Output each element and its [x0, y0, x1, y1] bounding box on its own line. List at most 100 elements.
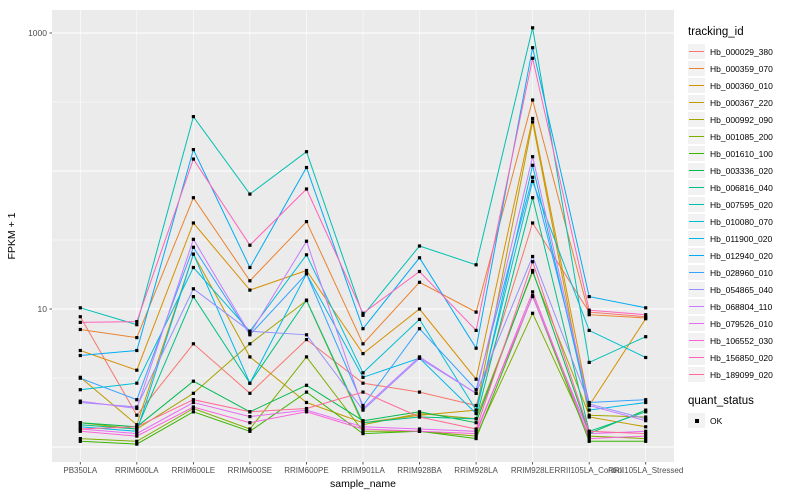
legend-line-icon	[689, 356, 704, 359]
legend-item-label: Hb_028960_010	[710, 267, 773, 278]
data-point	[474, 391, 478, 395]
data-point	[587, 328, 591, 332]
legend-item: Hb_011900_020	[688, 230, 800, 247]
data-point	[587, 403, 591, 408]
x-tick-label: RRIM600LA	[115, 466, 159, 475]
data-point	[361, 390, 365, 394]
data-point	[248, 427, 252, 431]
data-point	[644, 313, 648, 317]
data-point	[417, 427, 422, 431]
data-point	[417, 355, 422, 359]
data-point	[644, 306, 648, 310]
data-point	[78, 353, 82, 358]
data-point	[191, 342, 195, 346]
data-point	[361, 403, 365, 408]
legend-item: Hb_003336_020	[688, 162, 800, 179]
data-point	[191, 295, 195, 299]
legend-item-label: Hb_010080_070	[710, 216, 773, 227]
data-point	[474, 429, 478, 433]
legend-item-label: Hb_079526_010	[710, 318, 773, 329]
data-point	[644, 398, 648, 402]
data-point	[644, 439, 648, 443]
legend-item-label: Hb_001610_100	[710, 148, 773, 159]
data-point	[304, 272, 309, 276]
data-point	[304, 355, 309, 359]
data-point	[191, 400, 195, 405]
data-point	[304, 390, 309, 394]
legend-line-icon	[689, 169, 704, 172]
data-point	[248, 192, 252, 196]
data-point	[644, 335, 648, 339]
data-point	[304, 400, 309, 405]
data-point	[135, 320, 139, 324]
data-point	[644, 432, 648, 436]
legend-key-swatch	[688, 231, 705, 246]
data-point	[531, 221, 535, 225]
data-point	[417, 256, 422, 260]
legend-key-swatch	[688, 316, 705, 331]
data-point	[644, 434, 648, 438]
legend-line-icon	[689, 186, 704, 189]
legend-key-swatch	[688, 180, 705, 195]
data-point	[474, 417, 478, 421]
data-point	[304, 333, 309, 337]
data-point	[644, 317, 648, 321]
legend-line-icon	[689, 254, 704, 257]
legend-item-label: Hb_106552_030	[710, 335, 773, 346]
data-point	[191, 287, 195, 291]
legend-line-icon	[689, 373, 704, 376]
data-point	[417, 327, 422, 331]
legend-line-icon	[689, 135, 704, 138]
legend-line-icon	[689, 220, 704, 223]
data-point	[78, 425, 82, 429]
legend-line-icon	[689, 271, 704, 274]
data-point	[531, 98, 535, 102]
data-point	[135, 427, 139, 431]
legend-line-icon	[689, 322, 704, 325]
legend-key-swatch	[688, 112, 705, 127]
data-point	[191, 252, 195, 256]
legend-key-swatch	[688, 78, 705, 93]
legend-title-tracking-id: tracking_id	[688, 26, 744, 38]
data-point	[361, 429, 365, 433]
data-point	[304, 165, 309, 170]
data-point	[587, 439, 591, 443]
legend-line-icon	[689, 118, 704, 121]
data-point	[417, 269, 422, 274]
x-tick-label: RRIM901LA	[341, 466, 385, 475]
data-point	[417, 411, 422, 416]
x-tick-label: RRIM928BA	[397, 466, 442, 475]
data-point	[248, 410, 252, 414]
data-point	[191, 265, 195, 270]
legend-items: Hb_000029_380 Hb_000359_070 Hb_000360_010 H…	[688, 43, 800, 383]
data-point	[135, 336, 139, 340]
legend-key-swatch	[688, 350, 705, 365]
data-point	[248, 329, 252, 333]
x-axis-title: sample_name	[330, 478, 396, 490]
legend-key-swatch	[688, 95, 705, 110]
x-tick-label: RRIM928LE	[511, 466, 555, 475]
data-point	[644, 400, 648, 405]
data-point	[78, 376, 82, 380]
legend-item-label: Hb_054865_040	[710, 284, 773, 295]
legend-item-label: Hb_000029_380	[710, 46, 773, 57]
data-point	[417, 410, 422, 414]
data-point	[587, 413, 591, 417]
data-point	[474, 346, 478, 350]
legend-item-label: Hb_000992_090	[710, 114, 773, 125]
data-point	[531, 295, 535, 299]
legend-key-swatch	[688, 197, 705, 212]
data-point	[304, 383, 309, 387]
legend-item-label: Hb_000367_220	[710, 97, 773, 108]
x-tick-label: RRIM600PE	[284, 466, 328, 475]
data-point	[644, 419, 648, 423]
data-point	[191, 115, 195, 119]
x-tick-label: RRII105LA_Stressed	[608, 466, 683, 475]
data-point	[191, 391, 195, 395]
data-point	[248, 391, 252, 395]
data-point	[361, 427, 365, 431]
legend-item: Hb_054865_040	[688, 281, 800, 298]
data-point	[474, 408, 478, 412]
data-point	[531, 116, 535, 121]
